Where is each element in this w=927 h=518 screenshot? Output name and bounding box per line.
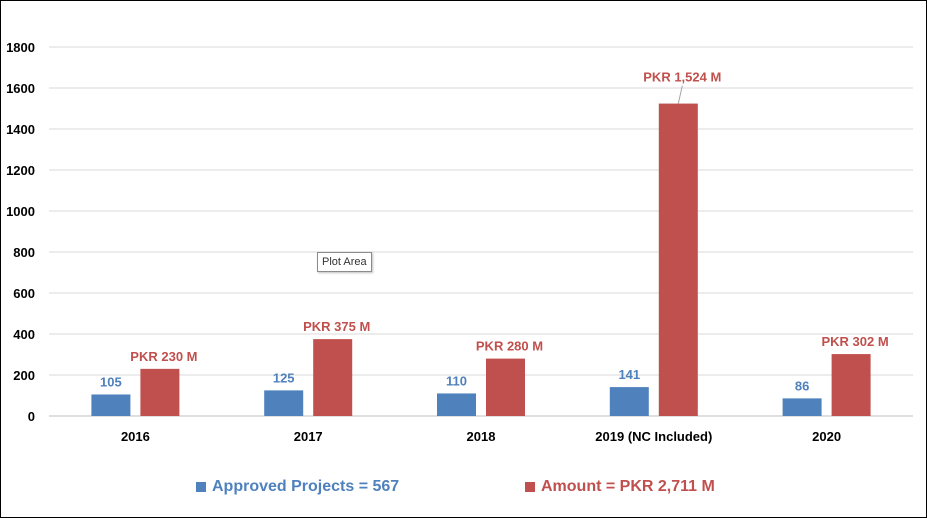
y-tick-label: 400 [13,327,35,342]
data-label-amount: PKR 375 M [303,319,370,334]
data-label-amount: PKR 302 M [821,334,888,349]
bar-approved-projects[interactable] [264,390,304,416]
x-category-label: 2017 [294,429,323,444]
y-tick-label: 0 [28,409,35,424]
bars [91,103,871,416]
gridlines [49,46,913,417]
bar-approved-projects[interactable] [437,393,476,416]
bar-amount[interactable] [313,339,353,416]
bar-amount[interactable] [658,103,698,416]
data-label-approved-projects: 86 [795,378,809,393]
legend-item-approved-projects[interactable]: Approved Projects = 567 [196,478,399,496]
bar-approved-projects[interactable] [91,394,131,416]
x-category-label: 2019 (NC Included) [595,429,712,444]
y-tick-label: 1600 [6,81,35,96]
data-label-amount: PKR 230 M [130,349,197,364]
data-label-approved-projects: 110 [446,373,467,388]
y-tick-label: 1400 [6,122,35,137]
plot-area-tooltip: Plot Area [317,252,372,272]
legend-label: Approved Projects = 567 [212,478,400,495]
data-label-approved-projects: 105 [100,374,122,389]
data-label-approved-projects: 141 [618,367,640,382]
y-tick-label: 1000 [6,204,35,219]
bar-amount[interactable] [140,368,180,416]
bar-approved-projects[interactable] [609,387,649,416]
data-label-amount: PKR 1,524 M [643,70,721,85]
y-tick-label: 1200 [6,163,35,178]
x-category-label: 2016 [121,429,150,444]
legend-item-amount[interactable]: Amount = PKR 2,711 M [525,478,715,496]
y-tick-label: 200 [13,368,35,383]
bar-amount[interactable] [486,358,525,416]
data-label-approved-projects: 125 [273,370,295,385]
legend-swatch-red [525,482,535,492]
y-tick-label: 800 [13,245,35,260]
legend-swatch-blue [196,482,206,492]
x-category-label: 2020 [812,429,841,444]
y-tick-label: 1800 [6,40,35,55]
data-label-leader-line [677,85,683,104]
x-axis-category-labels: 2016 2017 2018 2019 (NC Included) 2020 [121,429,841,444]
y-axis-tick-labels: 0 200 400 600 800 1000 1200 1400 1600 1800 [6,40,35,424]
data-labels: 105 PKR 230 M 125 PKR 375 M 110 PKR 280 M 141 P… [100,70,889,394]
y-tick-label: 600 [13,286,35,301]
bar-approved-projects[interactable] [782,398,822,416]
data-label-amount: PKR 280 M [476,339,543,354]
legend: Approved Projects = 567 Amount = PKR 2,7… [0,478,927,502]
x-category-label: 2018 [467,429,496,444]
bar-amount[interactable] [831,354,871,416]
legend-label: Amount = PKR 2,711 M [541,478,715,495]
